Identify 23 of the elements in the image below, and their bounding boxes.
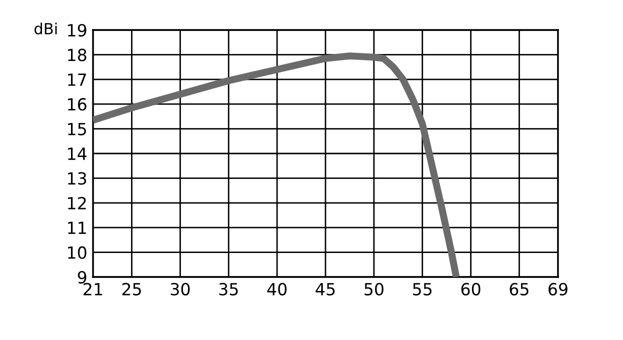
y-tick-label: 13 (68, 172, 86, 185)
x-tick-label: 35 (219, 282, 238, 296)
x-tick-label: 55 (413, 283, 432, 296)
y-tick-label: 18 (68, 48, 86, 62)
y-axis-title: dBi (34, 22, 57, 34)
y-tick-label: 17 (68, 74, 86, 86)
y-tick-label: 11 (68, 222, 86, 234)
y-tick-label: 12 (68, 196, 86, 210)
x-tick-label: 60 (461, 282, 480, 296)
y-tick-label: 10 (68, 246, 86, 259)
y-tick-label: 15 (68, 122, 86, 136)
y-tick-label: 9 (78, 270, 86, 284)
x-tick-label: 45 (316, 283, 335, 296)
y-tick-label: 16 (68, 98, 86, 111)
x-tick-label: 30 (170, 282, 190, 296)
x-tick-label: 21 (84, 282, 102, 296)
x-tick-label: 25 (122, 282, 141, 296)
x-tick-label: 69 (548, 282, 568, 296)
y-tick-label: 19 (68, 24, 86, 37)
x-tick-label: 65 (510, 282, 528, 296)
y-tick-label: 14 (68, 148, 87, 160)
x-tick-label: 40 (267, 282, 287, 296)
x-tick-label: 50 (364, 282, 384, 296)
